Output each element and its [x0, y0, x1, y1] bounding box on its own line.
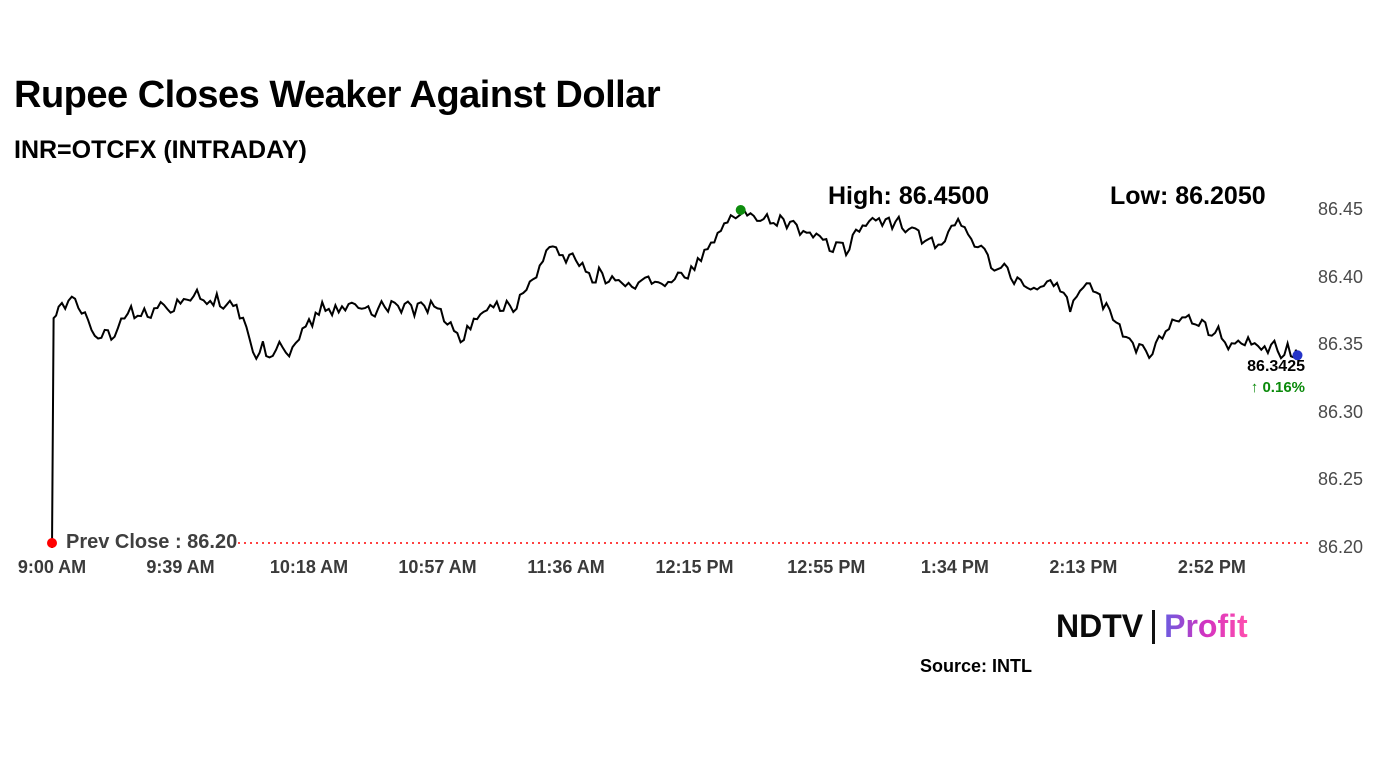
last-price-label: 86.3425 — [1247, 358, 1305, 375]
x-tick-label: 9:39 AM — [146, 557, 215, 577]
low-label: Low: 86.2050 — [1110, 182, 1266, 210]
high-marker — [735, 205, 746, 215]
x-tick-label: 2:52 PM — [1177, 557, 1246, 577]
x-tick-label: 10:18 AM — [269, 557, 349, 577]
x-tick-label: 2:13 PM — [1049, 557, 1118, 577]
y-tick-label: 86.40 — [1318, 266, 1364, 287]
x-tick-label: 1:34 PM — [920, 557, 989, 577]
x-tick-label: 12:55 PM — [787, 557, 866, 577]
prev-close-label: Prev Close : 86.20 — [66, 531, 238, 553]
y-tick-label: 86.25 — [1318, 469, 1364, 490]
source-label: Source: INTL — [920, 656, 1033, 676]
y-tick-label: 86.20 — [1318, 537, 1364, 557]
ndtv-profit-logo: NDTV Profit — [1056, 608, 1248, 645]
page-title: Rupee Closes Weaker Against Dollar — [14, 74, 661, 116]
x-tick-label: 9:00 AM — [17, 557, 87, 577]
x-tick-label: 11:36 AM — [527, 557, 605, 577]
last-marker — [1292, 350, 1303, 361]
last-price-annotation: 86.3425 ↑ 0.16% — [1187, 357, 1305, 397]
change-percent-label: ↑ 0.16% — [1250, 378, 1305, 396]
x-tick-label: 12:15 PM — [655, 557, 734, 577]
ndtv-wordmark: NDTV — [1056, 608, 1144, 644]
high-label: High: 86.4500 — [828, 182, 990, 210]
y-tick-label: 86.30 — [1318, 401, 1364, 422]
chart-subtitle: INR=OTCFX (INTRADAY) — [14, 136, 307, 164]
profit-wordmark: Profit — [1164, 608, 1248, 644]
y-tick-label: 86.35 — [1318, 334, 1364, 355]
brand-separator — [1152, 609, 1156, 644]
x-tick-label: 10:57 AM — [398, 557, 477, 577]
price-line — [51, 207, 1299, 549]
y-tick-label: 86.45 — [1318, 199, 1364, 219]
open-marker — [47, 538, 57, 548]
